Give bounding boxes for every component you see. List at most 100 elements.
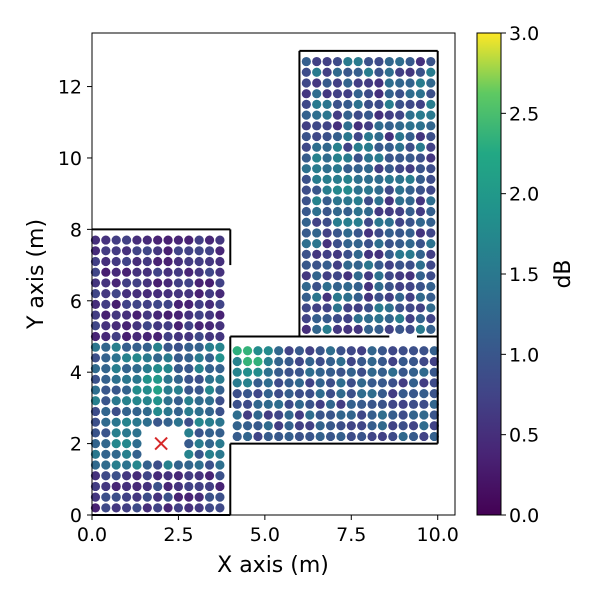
data-point bbox=[101, 289, 111, 299]
data-point bbox=[194, 503, 204, 513]
data-point bbox=[215, 406, 225, 417]
data-point bbox=[111, 364, 121, 374]
data-point bbox=[429, 431, 439, 442]
data-point bbox=[384, 56, 394, 67]
data-point bbox=[363, 196, 374, 206]
data-point bbox=[121, 471, 132, 481]
data-point bbox=[274, 399, 284, 409]
data-point bbox=[322, 292, 332, 302]
data-point bbox=[90, 428, 101, 438]
data-point bbox=[101, 235, 111, 245]
data-point bbox=[173, 374, 184, 384]
data-point bbox=[336, 389, 346, 399]
data-point bbox=[332, 217, 343, 227]
data-point bbox=[215, 428, 225, 438]
data-point bbox=[315, 367, 325, 377]
data-point bbox=[374, 314, 384, 324]
data-point bbox=[142, 321, 152, 331]
data-point bbox=[312, 281, 322, 292]
data-point bbox=[357, 410, 367, 420]
data-point bbox=[263, 356, 273, 367]
data-point bbox=[194, 374, 204, 384]
colorbar-tick-label: 1.0 bbox=[509, 344, 539, 366]
data-point bbox=[90, 417, 101, 427]
data-point bbox=[343, 314, 353, 324]
data-point bbox=[336, 431, 346, 442]
data-point bbox=[332, 281, 343, 292]
data-point bbox=[215, 481, 225, 492]
data-point bbox=[90, 374, 101, 384]
data-point bbox=[363, 153, 374, 163]
data-point bbox=[357, 431, 367, 442]
data-point bbox=[242, 346, 253, 356]
data-point bbox=[336, 367, 346, 377]
data-point bbox=[312, 324, 322, 334]
data-point bbox=[415, 67, 426, 77]
data-point bbox=[388, 421, 398, 431]
data-point bbox=[312, 56, 322, 67]
data-point bbox=[395, 314, 405, 324]
data-point bbox=[353, 78, 363, 88]
data-point bbox=[419, 378, 429, 388]
data-point bbox=[374, 67, 384, 77]
data-point bbox=[312, 99, 322, 110]
data-point bbox=[363, 217, 374, 227]
data-point bbox=[301, 314, 311, 324]
data-point bbox=[377, 431, 387, 442]
data-point bbox=[374, 260, 384, 270]
data-point bbox=[343, 228, 353, 238]
data-point bbox=[101, 310, 111, 320]
data-point bbox=[322, 271, 332, 281]
data-point bbox=[343, 99, 353, 110]
data-point bbox=[142, 385, 152, 395]
data-point bbox=[405, 217, 415, 227]
data-point bbox=[163, 289, 173, 299]
data-point bbox=[142, 374, 152, 384]
data-point bbox=[111, 278, 121, 288]
data-point bbox=[374, 185, 384, 195]
data-point bbox=[395, 164, 405, 174]
data-point bbox=[132, 460, 142, 470]
data-point bbox=[101, 256, 111, 267]
data-point bbox=[90, 492, 101, 502]
data-point bbox=[395, 271, 405, 281]
data-point bbox=[184, 235, 194, 245]
data-point bbox=[305, 421, 315, 431]
data-point bbox=[274, 410, 284, 420]
data-point bbox=[111, 417, 121, 427]
data-point bbox=[163, 492, 173, 502]
data-point bbox=[312, 314, 322, 324]
data-point bbox=[121, 492, 132, 502]
data-point bbox=[419, 367, 429, 377]
data-point bbox=[426, 249, 436, 259]
data-point bbox=[111, 438, 121, 449]
data-point bbox=[367, 410, 377, 420]
data-point bbox=[173, 396, 184, 406]
data-point bbox=[405, 164, 415, 174]
data-point bbox=[312, 292, 322, 302]
data-point bbox=[426, 228, 436, 238]
data-point bbox=[426, 67, 436, 77]
data-point bbox=[194, 235, 204, 245]
data-point bbox=[263, 421, 273, 431]
data-point bbox=[153, 353, 163, 363]
data-point bbox=[184, 342, 194, 352]
x-tick-label: 5.0 bbox=[250, 524, 280, 546]
data-point bbox=[301, 131, 311, 142]
data-point bbox=[184, 331, 194, 342]
data-point bbox=[232, 421, 242, 431]
data-point bbox=[363, 164, 374, 174]
data-point bbox=[305, 431, 315, 442]
data-point bbox=[253, 399, 263, 409]
data-point bbox=[395, 78, 405, 88]
data-point bbox=[301, 110, 311, 120]
data-point bbox=[204, 364, 215, 374]
data-point bbox=[332, 142, 343, 152]
data-point bbox=[367, 378, 377, 388]
data-point bbox=[388, 356, 398, 367]
y-tick-label: 4 bbox=[70, 362, 82, 384]
data-point bbox=[215, 256, 225, 267]
data-point bbox=[153, 267, 163, 277]
data-point bbox=[142, 342, 152, 352]
data-point bbox=[163, 406, 173, 417]
